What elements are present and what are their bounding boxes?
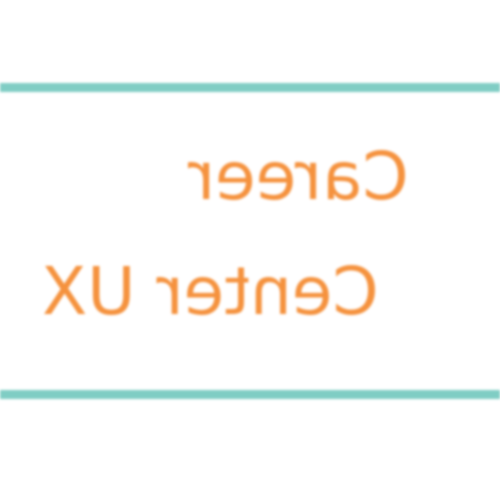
top-divider — [0, 83, 500, 92]
title-line-2: Center UX — [42, 253, 379, 330]
bottom-divider — [0, 390, 500, 399]
title-line-1: Career — [188, 138, 409, 215]
